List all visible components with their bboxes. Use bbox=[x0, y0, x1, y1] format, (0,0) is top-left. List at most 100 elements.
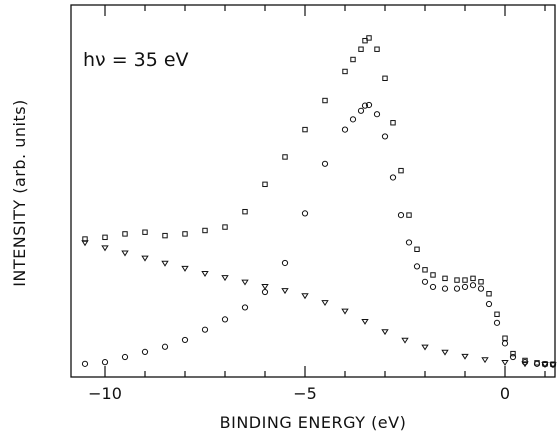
series-square bbox=[82, 35, 556, 367]
data-point-square bbox=[366, 35, 372, 41]
data-point-square bbox=[282, 154, 288, 160]
data-point-triangle bbox=[341, 308, 349, 315]
data-point-square bbox=[302, 126, 308, 133]
data-point-triangle bbox=[401, 337, 409, 344]
data-point-triangle bbox=[121, 250, 129, 257]
data-point-triangle bbox=[501, 359, 509, 366]
data-point-square bbox=[122, 231, 128, 237]
data-point-circle bbox=[141, 348, 149, 355]
data-point-circle bbox=[405, 239, 413, 246]
data-point-circle bbox=[349, 116, 357, 123]
data-point-triangle bbox=[441, 349, 449, 356]
data-point-circle bbox=[341, 126, 349, 133]
x-axis-title: BINDING ENERGY (eV) bbox=[220, 413, 407, 432]
data-point-circle bbox=[161, 343, 169, 350]
series-circle bbox=[81, 101, 557, 368]
data-point-square bbox=[142, 229, 148, 235]
data-point-circle bbox=[321, 160, 329, 167]
data-point-square bbox=[182, 231, 188, 237]
data-point-circle bbox=[477, 285, 485, 292]
data-point-square bbox=[486, 291, 492, 297]
data-point-circle bbox=[421, 278, 429, 285]
data-point-square bbox=[358, 46, 364, 52]
data-point-circle bbox=[493, 319, 501, 326]
data-point-circle bbox=[101, 359, 109, 366]
data-point-circle bbox=[361, 102, 369, 109]
x-tick-labels: −10 −5 0 bbox=[88, 384, 510, 403]
data-point-square bbox=[502, 335, 508, 341]
data-point-square bbox=[262, 181, 268, 188]
data-point-triangle bbox=[261, 284, 269, 290]
x-tick-label: −5 bbox=[293, 384, 317, 403]
data-point-circle bbox=[485, 300, 493, 308]
data-point-circle bbox=[201, 326, 209, 333]
data-point-square bbox=[350, 56, 356, 63]
data-point-triangle bbox=[141, 255, 149, 262]
data-point-circle bbox=[413, 263, 421, 270]
data-point-square bbox=[162, 232, 168, 239]
data-point-triangle bbox=[361, 318, 369, 325]
data-point-square bbox=[390, 120, 396, 126]
axis-ticks bbox=[104, 5, 546, 377]
data-point-triangle bbox=[541, 362, 549, 368]
data-point-triangle bbox=[201, 271, 209, 277]
series-triangle bbox=[81, 240, 557, 369]
data-point-square bbox=[470, 275, 476, 282]
y-axis-title: INTENSITY (arb. units) bbox=[10, 99, 29, 287]
data-point-triangle bbox=[421, 344, 429, 351]
data-point-square bbox=[202, 227, 208, 234]
data-point-square bbox=[222, 224, 228, 230]
data-point-triangle bbox=[101, 245, 109, 252]
data-point-square bbox=[398, 167, 404, 174]
data-point-circle bbox=[509, 353, 517, 361]
data-point-square bbox=[406, 212, 412, 218]
data-point-square bbox=[494, 311, 500, 317]
data-point-circle bbox=[441, 285, 449, 292]
data-point-square bbox=[510, 350, 516, 357]
data-point-triangle bbox=[301, 293, 309, 300]
data-point-square bbox=[342, 68, 348, 75]
data-point-square bbox=[462, 277, 468, 283]
data-points bbox=[81, 35, 557, 369]
data-point-square bbox=[454, 277, 460, 283]
data-point-circle bbox=[181, 336, 189, 344]
data-point-triangle bbox=[81, 240, 89, 247]
data-point-square bbox=[322, 97, 328, 104]
data-point-circle bbox=[301, 210, 309, 217]
data-point-circle bbox=[81, 360, 89, 367]
data-point-square bbox=[442, 275, 448, 282]
data-point-triangle bbox=[549, 362, 557, 369]
data-point-circle bbox=[429, 283, 437, 291]
data-point-triangle bbox=[181, 265, 189, 272]
data-point-square bbox=[478, 279, 484, 285]
data-point-triangle bbox=[321, 300, 329, 307]
data-point-circle bbox=[373, 111, 381, 118]
data-point-circle bbox=[389, 174, 397, 181]
data-point-circle bbox=[501, 340, 509, 347]
data-point-square bbox=[422, 267, 428, 273]
data-point-circle bbox=[453, 285, 461, 292]
x-tick-label: −10 bbox=[88, 384, 122, 403]
data-point-triangle bbox=[241, 279, 249, 286]
data-point-triangle bbox=[381, 329, 389, 336]
x-tick-label: 0 bbox=[500, 384, 510, 403]
data-point-circle bbox=[261, 288, 269, 296]
data-point-circle bbox=[221, 316, 229, 323]
data-point-triangle bbox=[461, 353, 469, 360]
data-point-square bbox=[430, 272, 436, 278]
data-point-square bbox=[414, 246, 420, 253]
data-point-square bbox=[374, 46, 380, 52]
data-point-triangle bbox=[161, 260, 169, 267]
data-point-triangle bbox=[481, 357, 489, 364]
data-point-circle bbox=[469, 282, 477, 289]
data-point-circle bbox=[121, 353, 129, 361]
data-point-circle bbox=[357, 107, 365, 114]
data-point-circle bbox=[241, 304, 249, 311]
data-point-circle bbox=[365, 101, 373, 109]
data-point-square bbox=[382, 75, 388, 81]
data-point-circle bbox=[397, 212, 405, 219]
data-point-square bbox=[362, 37, 368, 44]
data-point-circle bbox=[281, 259, 289, 267]
data-point-circle bbox=[381, 133, 389, 140]
